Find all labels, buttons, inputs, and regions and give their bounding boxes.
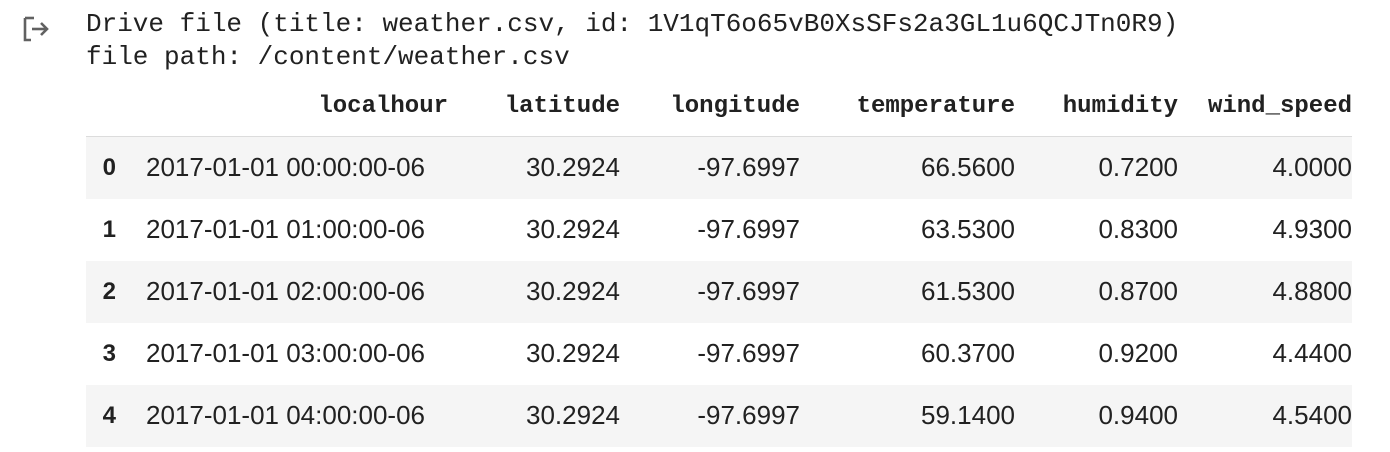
stdout-line-file-path: file path: /content/weather.csv (86, 42, 570, 72)
cell-latitude: 30.2924 (526, 152, 620, 183)
header-row: localhour latitude longitude temperature… (86, 76, 1352, 137)
cell-humidity: 0.9400 (1098, 400, 1178, 430)
cell-humidity: 0.8300 (1098, 214, 1178, 244)
dataframe-header: localhour latitude longitude temperature… (86, 76, 1352, 137)
cell-wind-speed: 4.9300 (1272, 214, 1352, 244)
cell-wind-speed: 4.8800 (1272, 276, 1352, 306)
cell-wind-speed: 4.4400 (1272, 338, 1352, 368)
cell-localhour: 2017-01-01 02:00:00-06 (146, 276, 426, 306)
cell-humidity: 0.8700 (1098, 276, 1178, 306)
cell-localhour: 2017-01-01 03:00:00-06 (146, 338, 426, 368)
column-header-label: longitude (670, 92, 800, 120)
cell-latitude: 30.2924 (526, 400, 620, 430)
stdout-text: Drive file (title: weather.csv, id: 1V1q… (86, 8, 1178, 74)
table-row: 4 2017-01-01 04:00:00-06 30.2924 -97.699… (86, 384, 1352, 447)
row-index: 0 (102, 153, 116, 181)
output-redirect-icon[interactable] (22, 14, 52, 44)
cell-temperature: 59.1400 (921, 400, 1015, 430)
index-header (86, 76, 146, 137)
cell-wind-speed: 4.0000 (1272, 152, 1352, 183)
row-index: 1 (102, 215, 116, 243)
cell-longitude: -97.6997 (697, 152, 800, 183)
cell-localhour: 2017-01-01 01:00:00-06 (146, 214, 426, 244)
column-header-longitude: longitude (620, 76, 800, 137)
cell-temperature: 66.5600 (921, 152, 1015, 183)
cell-wind-speed: 4.5400 (1272, 400, 1352, 430)
cell-longitude: -97.6997 (697, 400, 800, 430)
table-row: 1 2017-01-01 01:00:00-06 30.2924 -97.699… (86, 198, 1352, 261)
cell-temperature: 60.3700 (921, 338, 1015, 368)
cell-humidity: 0.7200 (1098, 152, 1178, 183)
table-row: 0 2017-01-01 00:00:00-06 30.2924 -97.699… (86, 136, 1352, 199)
column-header-label: localhour (318, 92, 448, 120)
cell-temperature: 61.5300 (921, 276, 1015, 306)
column-header-humidity: humidity (1015, 76, 1178, 137)
cell-localhour: 2017-01-01 00:00:00-06 (146, 152, 426, 183)
cell-latitude: 30.2924 (526, 276, 620, 306)
dataframe-body: 0 2017-01-01 00:00:00-06 30.2924 -97.699… (86, 136, 1352, 447)
row-index: 2 (102, 277, 116, 305)
cell-latitude: 30.2924 (526, 338, 620, 368)
column-header-temperature: temperature (800, 76, 1015, 137)
cell-temperature: 63.5300 (921, 214, 1015, 244)
table-row: 2 2017-01-01 02:00:00-06 30.2924 -97.699… (86, 260, 1352, 323)
column-header-localhour: localhour (146, 76, 448, 137)
dataframe-table: localhour latitude longitude temperature… (86, 76, 1352, 447)
stdout-line-drive-file: Drive file (title: weather.csv, id: 1V1q… (86, 9, 1179, 39)
column-header-label: temperature (856, 92, 1015, 120)
column-header-label: humidity (1062, 92, 1178, 120)
cell-humidity: 0.9200 (1098, 338, 1178, 368)
row-index: 4 (102, 401, 116, 429)
column-header-label: wind_speed (1207, 92, 1352, 120)
cell-longitude: -97.6997 (697, 276, 800, 306)
table-row: 3 2017-01-01 03:00:00-06 30.2924 -97.699… (86, 322, 1352, 385)
column-header-label: latitude (504, 92, 620, 120)
cell-localhour: 2017-01-01 04:00:00-06 (146, 400, 426, 430)
cell-longitude: -97.6997 (697, 214, 800, 244)
column-header-wind-speed: wind_speed (1178, 76, 1352, 137)
column-header-latitude: latitude (448, 76, 620, 137)
cell-longitude: -97.6997 (697, 338, 800, 368)
cell-latitude: 30.2924 (526, 214, 620, 244)
row-index: 3 (102, 339, 116, 367)
